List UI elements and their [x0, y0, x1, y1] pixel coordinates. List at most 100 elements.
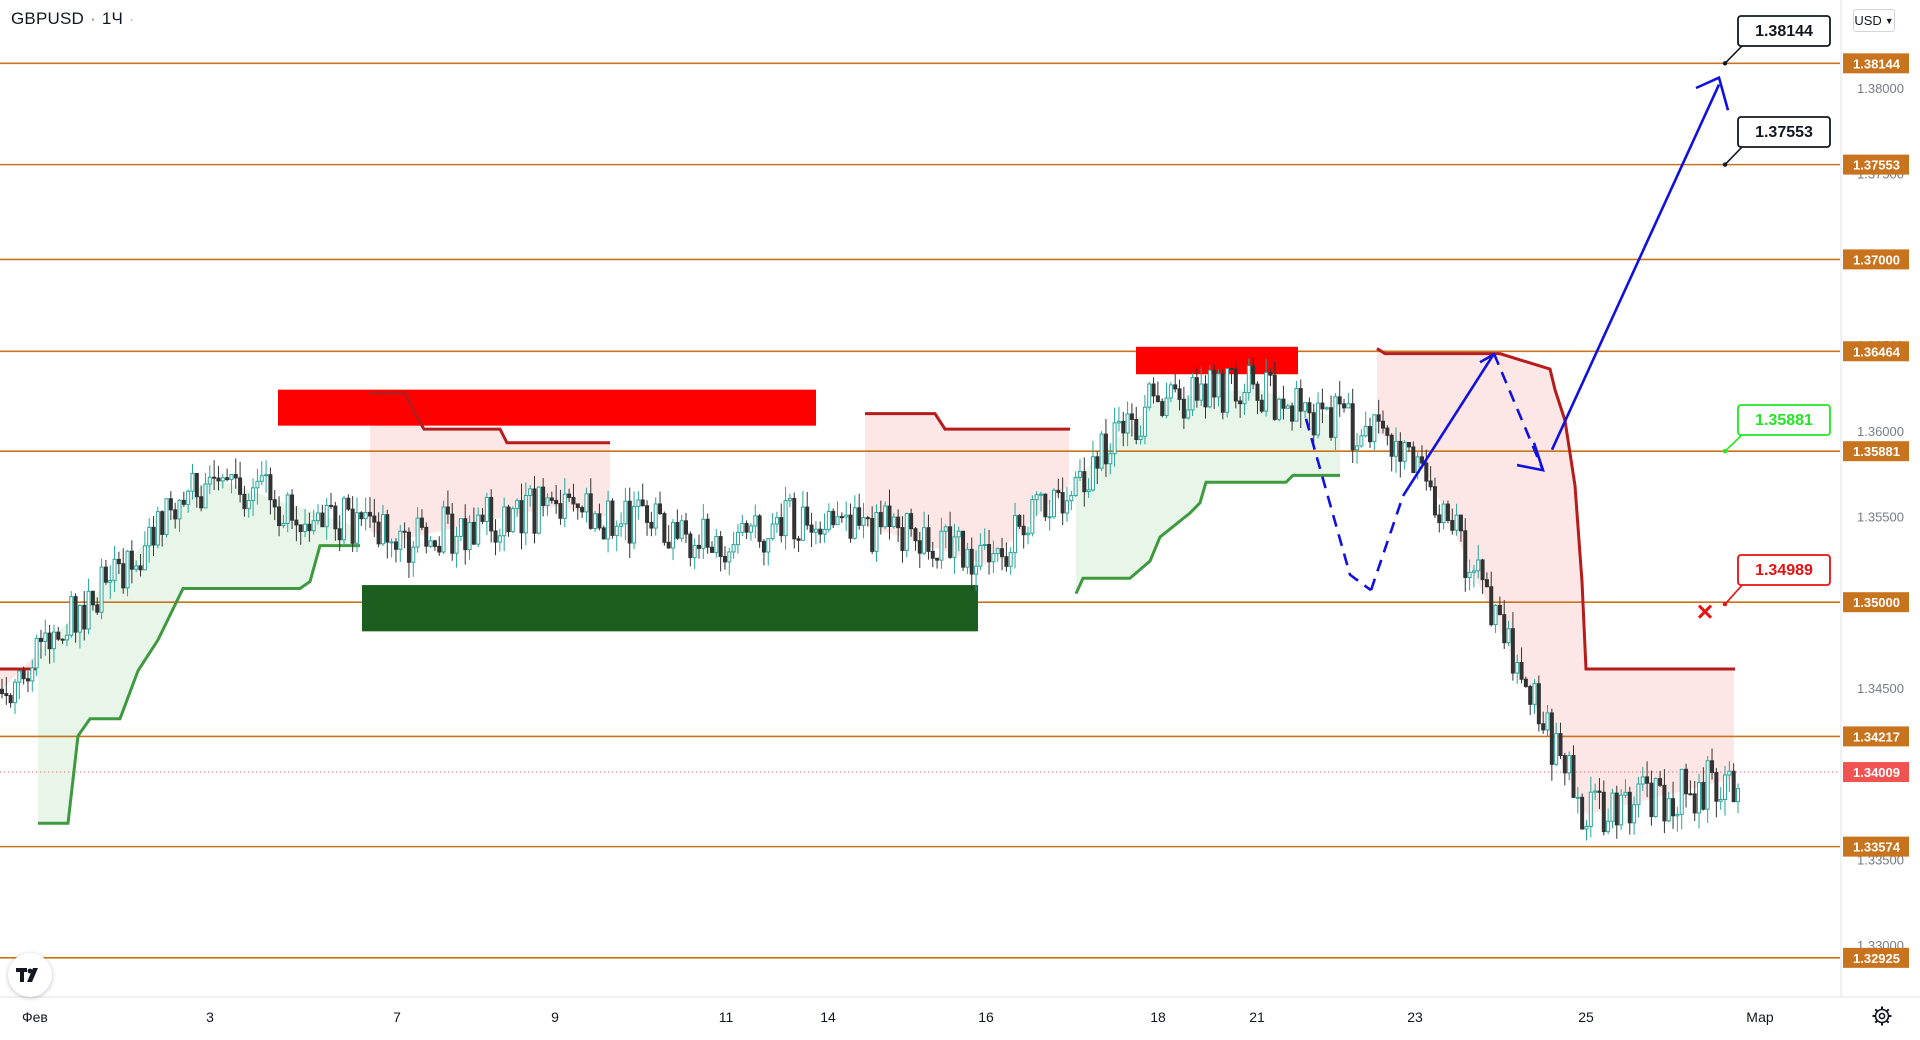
- candle[interactable]: [1138, 425, 1143, 445]
- candle[interactable]: [1666, 792, 1671, 823]
- candle[interactable]: [1545, 705, 1550, 737]
- candle[interactable]: [1125, 401, 1130, 447]
- candle[interactable]: [1281, 385, 1286, 420]
- candle[interactable]: [614, 520, 619, 552]
- candle[interactable]: [151, 516, 156, 556]
- candle[interactable]: [38, 629, 43, 659]
- candle[interactable]: [1285, 403, 1290, 409]
- candle[interactable]: [1381, 410, 1386, 434]
- candle[interactable]: [1134, 406, 1139, 445]
- candle[interactable]: [502, 497, 507, 552]
- interval-label[interactable]: 1Ч: [101, 9, 124, 28]
- candle[interactable]: [956, 526, 961, 552]
- candle[interactable]: [1580, 793, 1585, 830]
- candle[interactable]: [116, 551, 121, 575]
- candle[interactable]: [532, 476, 537, 544]
- candle[interactable]: [536, 486, 541, 535]
- candle[interactable]: [510, 506, 515, 533]
- candle[interactable]: [1614, 785, 1619, 839]
- candle[interactable]: [164, 498, 169, 538]
- candle[interactable]: [1619, 789, 1624, 831]
- candle[interactable]: [722, 546, 727, 570]
- candle[interactable]: [874, 504, 879, 562]
- candle[interactable]: [415, 507, 420, 553]
- candle[interactable]: [1398, 432, 1403, 478]
- candle[interactable]: [467, 515, 472, 560]
- candle[interactable]: [1090, 440, 1095, 492]
- candle[interactable]: [696, 534, 701, 559]
- candle[interactable]: [774, 511, 779, 534]
- price-callout-red[interactable]: 1.34989: [1722, 554, 1831, 607]
- candle[interactable]: [766, 538, 771, 566]
- candle[interactable]: [1571, 745, 1576, 798]
- candle[interactable]: [1251, 357, 1256, 389]
- candle[interactable]: [303, 509, 308, 538]
- candle[interactable]: [1480, 558, 1485, 594]
- candle[interactable]: [90, 590, 95, 611]
- candle[interactable]: [1268, 368, 1273, 387]
- level-price-label[interactable]: 1.37000: [1843, 249, 1909, 270]
- candle[interactable]: [1428, 466, 1433, 491]
- candle[interactable]: [1701, 767, 1706, 811]
- candle[interactable]: [121, 548, 126, 594]
- candle[interactable]: [1225, 367, 1230, 418]
- candle[interactable]: [1303, 402, 1308, 419]
- candle[interactable]: [177, 499, 182, 533]
- candle[interactable]: [943, 524, 948, 549]
- candle[interactable]: [30, 659, 35, 692]
- candle[interactable]: [1471, 565, 1476, 588]
- level-price-label[interactable]: 1.35881: [1843, 441, 1909, 462]
- candle[interactable]: [1497, 596, 1502, 616]
- candle[interactable]: [1523, 676, 1528, 688]
- candle[interactable]: [1320, 388, 1325, 424]
- candle[interactable]: [1658, 770, 1663, 787]
- candle[interactable]: [705, 513, 710, 554]
- candle[interactable]: [1489, 571, 1494, 627]
- candle[interactable]: [1662, 769, 1667, 834]
- candle[interactable]: [1246, 358, 1251, 401]
- candle[interactable]: [1173, 373, 1178, 393]
- candle[interactable]: [982, 528, 987, 550]
- candle[interactable]: [1121, 411, 1126, 447]
- candle[interactable]: [783, 486, 788, 550]
- candle[interactable]: [1203, 375, 1208, 419]
- candle[interactable]: [718, 531, 723, 572]
- candle[interactable]: [463, 504, 468, 565]
- candle[interactable]: [930, 541, 935, 568]
- candle[interactable]: [95, 597, 100, 615]
- candle[interactable]: [1030, 495, 1035, 537]
- candle[interactable]: [1194, 367, 1199, 408]
- candle[interactable]: [1043, 493, 1048, 521]
- candle[interactable]: [220, 473, 225, 489]
- candle[interactable]: [1168, 381, 1173, 403]
- candle[interactable]: [541, 478, 546, 517]
- currency-selector[interactable]: USD ▼: [1853, 9, 1895, 32]
- candle[interactable]: [320, 504, 325, 528]
- candle[interactable]: [432, 539, 437, 551]
- candle[interactable]: [684, 512, 689, 543]
- candle[interactable]: [1389, 433, 1394, 472]
- candle[interactable]: [1692, 780, 1697, 822]
- candle[interactable]: [471, 507, 476, 545]
- candle[interactable]: [428, 535, 433, 548]
- candle[interactable]: [1515, 654, 1520, 685]
- candle[interactable]: [125, 550, 130, 597]
- price-callout-black[interactable]: 1.37553: [1722, 116, 1831, 167]
- candle[interactable]: [562, 478, 567, 528]
- candle[interactable]: [1034, 491, 1039, 516]
- candle[interactable]: [1671, 781, 1676, 829]
- candle[interactable]: [1562, 752, 1567, 786]
- candle[interactable]: [398, 524, 403, 562]
- candle[interactable]: [1493, 604, 1498, 634]
- candle[interactable]: [909, 508, 914, 537]
- candle[interactable]: [8, 692, 13, 708]
- candle[interactable]: [1528, 684, 1533, 715]
- candle[interactable]: [610, 498, 615, 539]
- price-callout-green[interactable]: 1.35881: [1722, 404, 1831, 454]
- candle[interactable]: [1324, 406, 1329, 411]
- candle[interactable]: [294, 506, 299, 542]
- candle[interactable]: [948, 511, 953, 559]
- candle[interactable]: [142, 531, 147, 571]
- candle[interactable]: [1368, 417, 1373, 448]
